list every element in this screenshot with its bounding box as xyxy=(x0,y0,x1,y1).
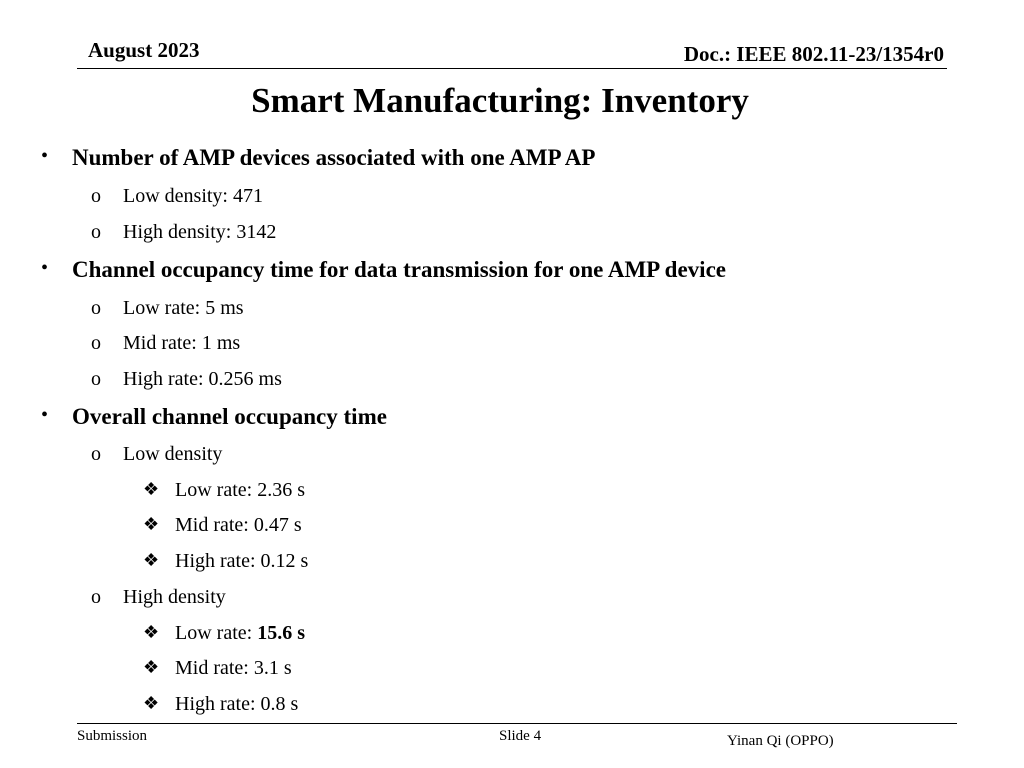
circle-bullet-icon: o xyxy=(91,332,101,354)
bullet-heading: Number of AMP devices associated with on… xyxy=(72,145,596,170)
rate-label: Low rate: xyxy=(175,622,258,644)
highlighted-value: 15.6 s xyxy=(257,622,305,644)
diamond-bullet-icon: ❖ xyxy=(143,657,160,677)
diamond-bullet-icon: ❖ xyxy=(143,550,160,570)
sub-bullet-text: Mid rate: 1 ms xyxy=(123,332,241,354)
header-date: August 2023 xyxy=(88,38,200,62)
diamond-bullet-icon: ❖ xyxy=(143,622,160,642)
sub-sub-bullet-text: Low rate: 15.6 s xyxy=(175,622,305,645)
diamond-bullet-icon: ❖ xyxy=(143,514,160,534)
sub-bullet-text: High rate: 0.256 ms xyxy=(123,368,282,390)
circle-bullet-icon: o xyxy=(91,443,101,465)
sub-sub-bullet-text: High rate: 0.8 s xyxy=(175,693,299,715)
bullet-icon: • xyxy=(41,404,49,426)
sub-bullet-text: Low density: 471 xyxy=(123,185,263,207)
group-label: Low density xyxy=(123,443,223,465)
slide-title: Smart Manufacturing: Inventory xyxy=(251,81,749,120)
circle-bullet-icon: o xyxy=(91,185,101,207)
bullet-icon: • xyxy=(41,257,49,279)
sub-bullet-text: High density: 3142 xyxy=(123,221,277,243)
sub-sub-bullet-text: Mid rate: 3.1 s xyxy=(175,657,292,679)
footer-author: Yinan Qi (OPPO) xyxy=(727,733,834,749)
footer-slide-number: Slide 4 xyxy=(499,728,542,744)
circle-bullet-icon: o xyxy=(91,368,101,390)
bullet-icon: • xyxy=(41,145,49,167)
sub-sub-bullet-text: Low rate: 2.36 s xyxy=(175,479,305,501)
diamond-bullet-icon: ❖ xyxy=(143,693,160,713)
group-label: High density xyxy=(123,586,226,608)
circle-bullet-icon: o xyxy=(91,297,101,319)
circle-bullet-icon: o xyxy=(91,221,101,243)
footer-submission: Submission xyxy=(77,728,148,744)
bullet-heading: Channel occupancy time for data transmis… xyxy=(72,257,726,282)
header-doc-id: Doc.: IEEE 802.11-23/1354r0 xyxy=(683,42,944,66)
header-divider xyxy=(77,68,947,69)
sub-sub-bullet-text: High rate: 0.12 s xyxy=(175,550,309,572)
sub-bullet-text: Low rate: 5 ms xyxy=(123,297,244,319)
diamond-bullet-icon: ❖ xyxy=(143,479,160,499)
footer-divider xyxy=(77,723,957,724)
circle-bullet-icon: o xyxy=(91,586,101,608)
bullet-heading: Overall channel occupancy time xyxy=(72,404,387,429)
sub-sub-bullet-text: Mid rate: 0.47 s xyxy=(175,514,302,536)
